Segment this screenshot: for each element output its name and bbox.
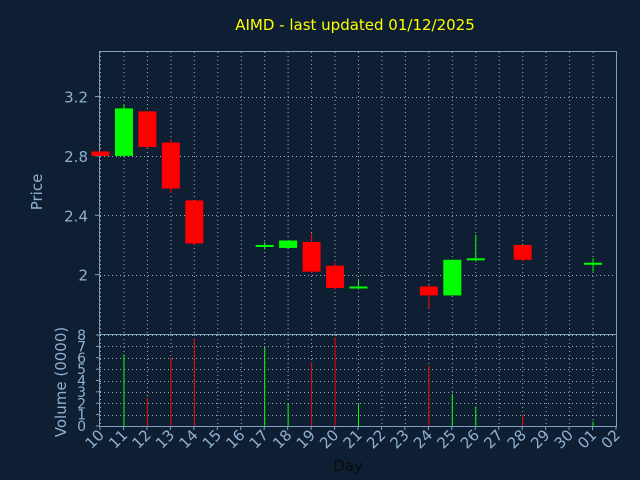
- x-tick-label: 26: [457, 426, 483, 452]
- candle-body: [114, 108, 133, 156]
- price-grid: [100, 52, 617, 334]
- candle-25: [443, 259, 462, 296]
- x-tick-label: 12: [129, 426, 155, 452]
- x-tick-label: 21: [340, 426, 366, 452]
- candle-body: [443, 259, 462, 296]
- candle-17: [255, 241, 274, 250]
- x-axis-label: Day: [333, 457, 363, 475]
- volume-bars: [123, 337, 594, 426]
- candle-body: [349, 286, 368, 289]
- x-tick-label: 28: [504, 426, 530, 452]
- candle-body: [255, 244, 274, 247]
- candle-body: [91, 151, 110, 156]
- chart-title: AIMD - last updated 01/12/2025: [235, 16, 475, 34]
- candle-14: [185, 200, 204, 245]
- volume-y-tick-label: 1: [77, 408, 86, 424]
- x-tick-label: 13: [152, 426, 178, 452]
- volume-axis-label: Volume (0000): [52, 327, 70, 437]
- x-tick-label: 30: [551, 426, 577, 452]
- x-tick-label: 23: [387, 426, 413, 452]
- candle-body: [466, 258, 485, 261]
- candle-11: [114, 103, 133, 158]
- candle-13: [161, 139, 180, 193]
- x-tick-label: 27: [480, 426, 506, 452]
- candle-body: [419, 286, 438, 296]
- volume-y-tick-label: 3: [77, 385, 86, 401]
- volume-y-tick-label: 5: [77, 362, 86, 378]
- price-y-tick-label: 2.8: [64, 148, 88, 166]
- candle-body: [279, 240, 298, 248]
- candle-body: [513, 244, 532, 260]
- candle-body: [185, 200, 204, 244]
- x-tick-label: 17: [246, 426, 272, 452]
- x-tick-label: 15: [199, 426, 225, 452]
- candle-body: [326, 265, 345, 288]
- volume-y-tick-label: 8: [77, 328, 86, 344]
- x-tick-label: 25: [433, 426, 459, 452]
- x-tick-label: 18: [269, 426, 295, 452]
- volume-y-tick-label: 2: [77, 396, 86, 412]
- x-tick-label: 11: [105, 426, 131, 452]
- price-y-tick-label: 2: [78, 267, 88, 285]
- price-y-ticks: 2 2.4 2.8 3.2: [64, 89, 100, 285]
- x-tick-label: 01: [574, 426, 600, 452]
- candle-20: [326, 262, 345, 290]
- candle-19: [302, 233, 321, 274]
- x-tick-label: 02: [598, 426, 624, 452]
- volume-y-tick-label: 4: [77, 374, 86, 390]
- x-tick-label: 14: [175, 426, 201, 452]
- candle-body: [302, 241, 321, 272]
- candle-10: [91, 151, 110, 156]
- candle-body: [161, 142, 180, 189]
- x-tick-label: 24: [410, 426, 436, 452]
- price-y-tick-label: 2.4: [64, 207, 88, 225]
- volume-y-tick-label: 6: [77, 351, 86, 367]
- x-tick-label: 22: [363, 426, 389, 452]
- x-tick-label: 16: [222, 426, 248, 452]
- x-tick-label: 20: [316, 426, 342, 452]
- volume-y-tick-label: 7: [77, 339, 86, 355]
- candle-01: [584, 258, 603, 272]
- candle-18: [279, 240, 298, 248]
- candles: [91, 103, 603, 309]
- price-axis-label: Price: [28, 174, 46, 211]
- candle-28: [513, 244, 532, 262]
- price-y-tick-label: 3.2: [64, 89, 88, 107]
- candle-body: [138, 111, 157, 147]
- candle-12: [138, 111, 157, 149]
- x-tick-label: 29: [527, 426, 553, 452]
- volume-y-tick-label: 0: [77, 419, 86, 435]
- candle-26: [466, 234, 485, 262]
- candle-21: [349, 279, 368, 290]
- x-ticks: 1011121314151617181920212223242526272829…: [82, 426, 624, 452]
- candle-body: [584, 262, 603, 265]
- candle-24: [419, 285, 438, 309]
- x-tick-label: 19: [293, 426, 319, 452]
